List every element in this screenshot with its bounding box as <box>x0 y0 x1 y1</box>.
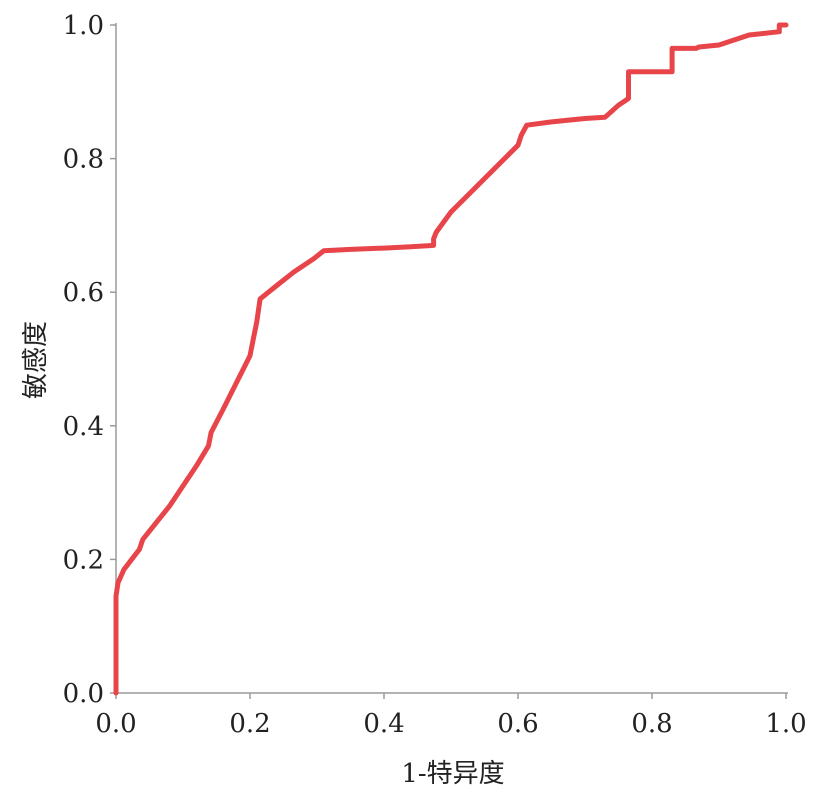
x-tick-label: 0.6 <box>497 709 538 739</box>
y-tick-label: 0.2 <box>63 545 104 575</box>
roc-curve-line <box>113 22 789 696</box>
y-axis-label: 敏感度 <box>21 321 51 399</box>
y-tick-label: 0.8 <box>63 145 104 175</box>
y-tick-label: 0.6 <box>63 278 104 308</box>
x-axis-label: 1-特异度 <box>401 759 504 789</box>
y-tick-label: 1.0 <box>63 11 104 41</box>
x-tick-label: 0.2 <box>229 709 270 739</box>
x-tick-label: 0.4 <box>363 709 404 739</box>
y-tick-label: 0.0 <box>63 679 104 709</box>
axes <box>115 23 788 694</box>
x-tick-label: 0.0 <box>95 709 136 739</box>
tick-labels: 0.0 0.2 0.4 0.6 0.8 1.0 0.0 0.2 0.4 0.6 0.8 1.0 <box>63 11 807 739</box>
series-group <box>113 22 789 696</box>
x-tick-label: 1.0 <box>765 709 806 739</box>
y-tick-label: 0.4 <box>63 412 104 442</box>
x-tick-label: 0.8 <box>631 709 672 739</box>
